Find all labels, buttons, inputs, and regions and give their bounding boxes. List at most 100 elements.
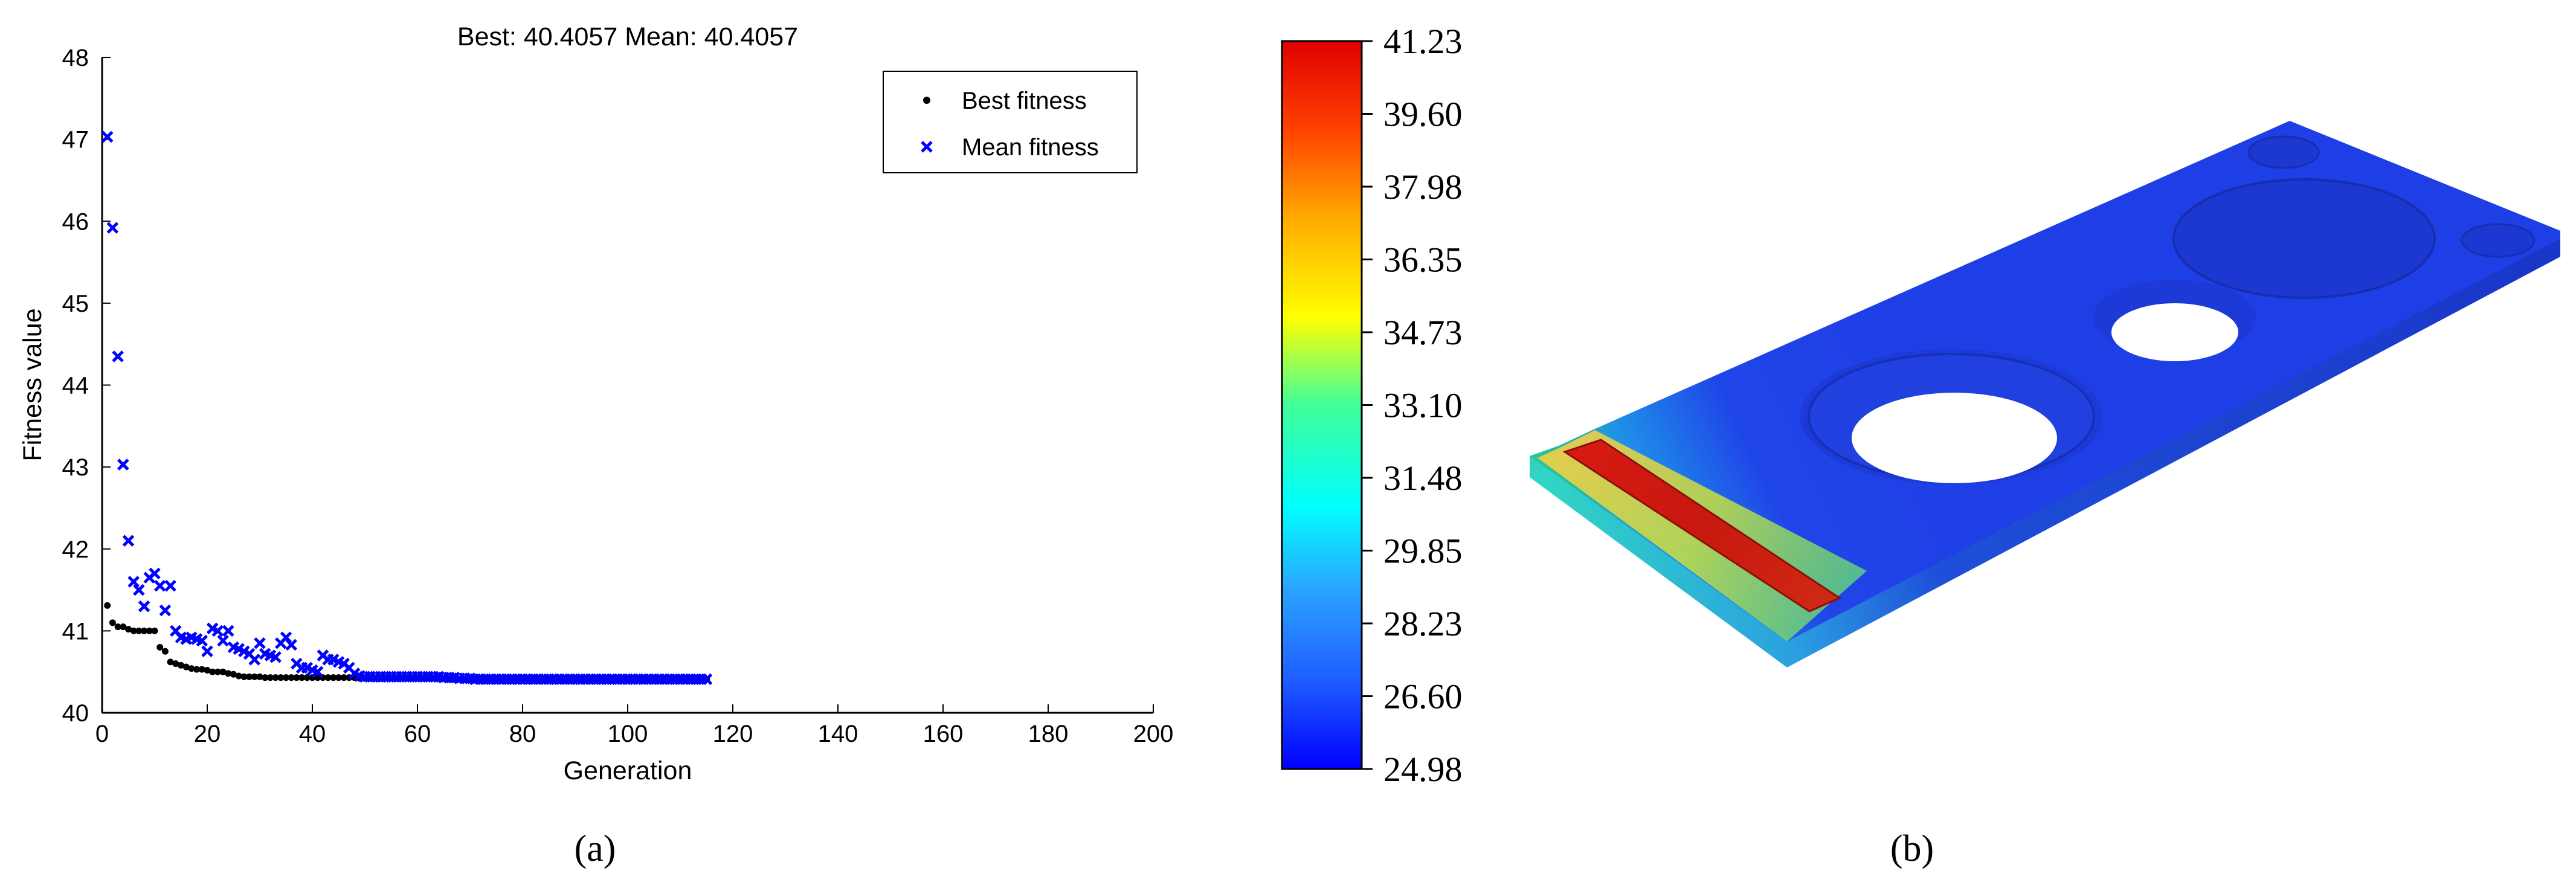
best-fitness-point xyxy=(240,673,248,680)
x-tick-label: 60 xyxy=(404,721,431,747)
best-fitness-point xyxy=(335,674,342,681)
mean-fitness-point xyxy=(700,673,713,686)
best-fitness-point xyxy=(109,619,116,626)
best-fitness-point xyxy=(266,674,274,681)
x-tick-label: 20 xyxy=(194,721,221,747)
mean-fitness-point xyxy=(101,130,114,143)
legend: Best fitness Mean fitness xyxy=(883,71,1138,173)
best-fitness-point xyxy=(288,674,295,681)
mean-fitness-point xyxy=(159,604,172,617)
colorbar-tick-label: 26.60 xyxy=(1383,677,1463,716)
fitness-chart: Best: 40.4057 Mean: 40.4057 0 20 40 60 80 100… xyxy=(18,22,1173,785)
legend-box xyxy=(883,71,1138,173)
boss-small-top xyxy=(2247,135,2320,169)
y-tick-label: 41 xyxy=(62,618,89,645)
best-fitness-point xyxy=(182,663,190,671)
best-fitness-point xyxy=(225,670,232,677)
mean-fitness-point xyxy=(222,625,234,637)
best-fitness-point xyxy=(151,627,158,634)
series-mean-fitness xyxy=(101,130,713,686)
mean-fitness-point xyxy=(133,584,145,596)
best-fitness-point xyxy=(204,666,211,674)
mean-fitness-point xyxy=(248,654,261,666)
y-tick-label: 48 xyxy=(62,45,89,71)
best-fitness-point xyxy=(293,674,300,681)
mean-fitness-point xyxy=(311,666,324,678)
plate-model xyxy=(1530,121,2560,667)
best-fitness-point xyxy=(219,668,227,675)
mean-fitness-point xyxy=(138,600,150,613)
mean-fitness-point xyxy=(127,576,140,588)
colorbar-tick-label: 29.85 xyxy=(1383,532,1463,571)
mean-fitness-point xyxy=(112,350,124,362)
mean-fitness-point xyxy=(285,638,297,651)
best-fitness-point xyxy=(120,623,127,631)
best-fitness-point xyxy=(298,674,306,681)
colorbar: 41.23 39.60 37.98 36.35 34.73 33.10 31.48 29.85… xyxy=(1281,22,1463,789)
best-fitness-point xyxy=(277,674,285,681)
mean-fitness-point xyxy=(217,634,229,647)
colorbar-tick-label: 39.60 xyxy=(1383,95,1463,134)
best-fitness-point xyxy=(167,658,174,666)
best-fitness-point xyxy=(230,671,237,678)
y-tick-label: 46 xyxy=(62,208,89,235)
colorbar-ticks: 41.23 39.60 37.98 36.35 34.73 33.10 31.48 29.85… xyxy=(1362,22,1463,789)
mean-fitness-point xyxy=(149,567,161,580)
colorbar-tick-label: 28.23 xyxy=(1383,604,1463,643)
best-fitness-point xyxy=(125,626,132,633)
best-fitness-point xyxy=(256,673,263,680)
hot-strip xyxy=(1562,439,1842,613)
best-fitness-point xyxy=(161,648,169,655)
best-fitness-point xyxy=(188,665,195,672)
colorbar-tick-label: 34.73 xyxy=(1383,313,1463,352)
colorbar-gradient xyxy=(1281,40,1363,770)
x-tick-label: 160 xyxy=(923,721,964,747)
mean-fitness-point xyxy=(164,580,176,592)
best-fitness-point xyxy=(104,602,111,609)
y-tick-label: 47 xyxy=(62,127,89,153)
x-tick-label: 100 xyxy=(608,721,648,747)
best-fitness-point xyxy=(283,674,289,681)
y-axis-label: Fitness value xyxy=(18,308,47,461)
large-hole xyxy=(1852,393,2057,483)
mean-fitness-point xyxy=(122,535,135,547)
x-tick-label: 140 xyxy=(818,721,858,747)
best-fitness-point xyxy=(130,627,137,634)
best-fitness-point xyxy=(330,674,337,681)
legend-best-label: Best fitness xyxy=(962,88,1087,114)
best-fitness-point xyxy=(209,668,216,675)
best-fitness-point xyxy=(172,660,179,667)
colorbar-tick-label: 41.23 xyxy=(1383,22,1463,61)
mean-fitness-point xyxy=(254,637,266,649)
y-tick-label: 40 xyxy=(62,700,89,727)
boss-small-right xyxy=(2461,223,2536,258)
mean-fitness-point xyxy=(153,580,166,592)
y-tick-label: 42 xyxy=(62,536,89,563)
x-tick-label: 80 xyxy=(509,721,536,747)
y-tick-label: 43 xyxy=(62,454,89,481)
best-fitness-point xyxy=(262,674,269,681)
best-fitness-point xyxy=(156,644,164,651)
colorbar-tick-label: 24.98 xyxy=(1383,750,1463,789)
medium-hole xyxy=(2111,303,2238,361)
best-fitness-point xyxy=(135,627,143,634)
best-fitness-point xyxy=(246,673,253,680)
best-fitness-point xyxy=(272,674,279,681)
legend-best-marker xyxy=(923,97,930,104)
legend-mean-marker xyxy=(921,141,933,153)
colorbar-tick-label: 33.10 xyxy=(1383,386,1463,425)
panel-a-label: (a) xyxy=(575,828,616,869)
y-ticks: 40 41 42 43 44 45 46 47 48 xyxy=(62,45,111,727)
y-tick-label: 44 xyxy=(62,373,89,399)
mean-fitness-point xyxy=(201,645,213,658)
x-axis-label: Generation xyxy=(564,756,692,785)
x-tick-label: 200 xyxy=(1133,721,1174,747)
best-fitness-point xyxy=(198,666,205,673)
panel-b-label: (b) xyxy=(1890,828,1934,869)
best-fitness-point xyxy=(141,627,148,634)
best-fitness-point xyxy=(178,661,184,669)
best-fitness-point xyxy=(235,672,242,680)
x-tick-label: 120 xyxy=(713,721,753,747)
mean-fitness-point xyxy=(196,634,208,647)
